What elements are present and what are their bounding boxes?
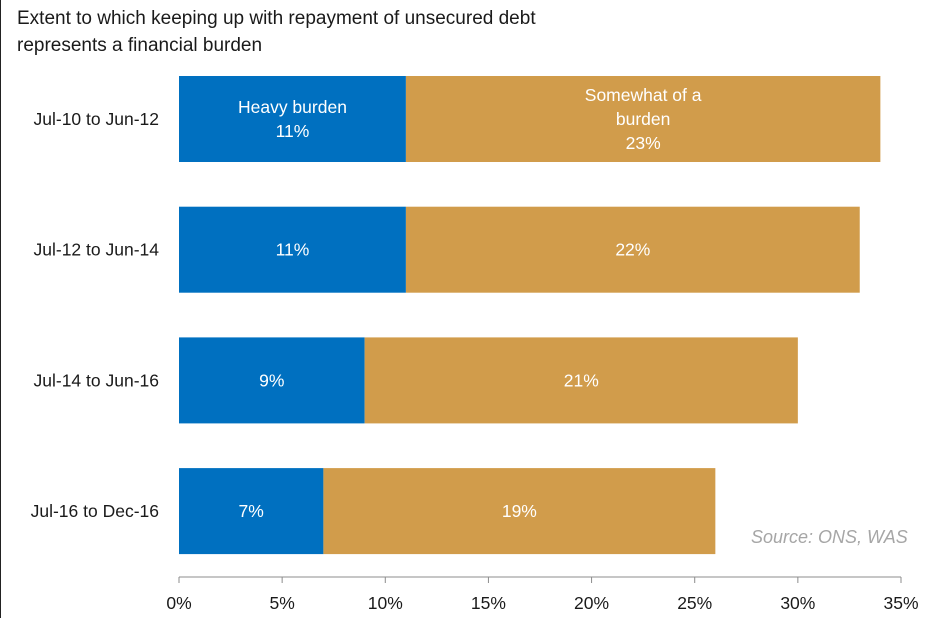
data-label: 21%: [564, 370, 599, 390]
category-label: Jul-10 to Jun-12: [34, 109, 160, 129]
bar-segment: [179, 337, 365, 424]
x-tick-label: 35%: [883, 593, 918, 613]
data-label: Somewhat of a burden 23%: [585, 85, 702, 153]
category-label: Jul-16 to Dec-16: [31, 501, 159, 521]
x-tick-label: 0%: [166, 593, 191, 613]
bar-segment: [179, 76, 406, 162]
data-label: Heavy burden 11%: [238, 97, 347, 141]
x-tick-label: 10%: [368, 593, 403, 613]
x-tick-label: 15%: [471, 593, 506, 613]
bar-segment: [405, 206, 860, 293]
data-label: 19%: [502, 501, 537, 521]
x-tick-label: 25%: [677, 593, 712, 613]
category-label: Jul-14 to Jun-16: [34, 370, 160, 390]
data-label: 9%: [259, 370, 284, 390]
category-label: Jul-12 to Jun-14: [34, 240, 160, 260]
chart-title-line-2: represents a financial burden: [17, 35, 263, 56]
bar-segment: [364, 337, 798, 424]
bar-segment: [179, 206, 406, 293]
source-note: Source: ONS, WAS: [751, 527, 908, 547]
data-label: 11%: [276, 240, 310, 260]
bar-segment: [179, 468, 324, 555]
x-tick-label: 20%: [574, 593, 609, 613]
chart-title-line-1: Extent to which keeping up with repaymen…: [17, 8, 536, 29]
data-label: 22%: [615, 240, 650, 260]
data-label: 7%: [239, 501, 264, 521]
x-tick-label: 5%: [269, 593, 294, 613]
bar-segment: [405, 76, 881, 162]
bar-segment: [323, 468, 716, 555]
x-tick-label: 30%: [780, 593, 815, 613]
